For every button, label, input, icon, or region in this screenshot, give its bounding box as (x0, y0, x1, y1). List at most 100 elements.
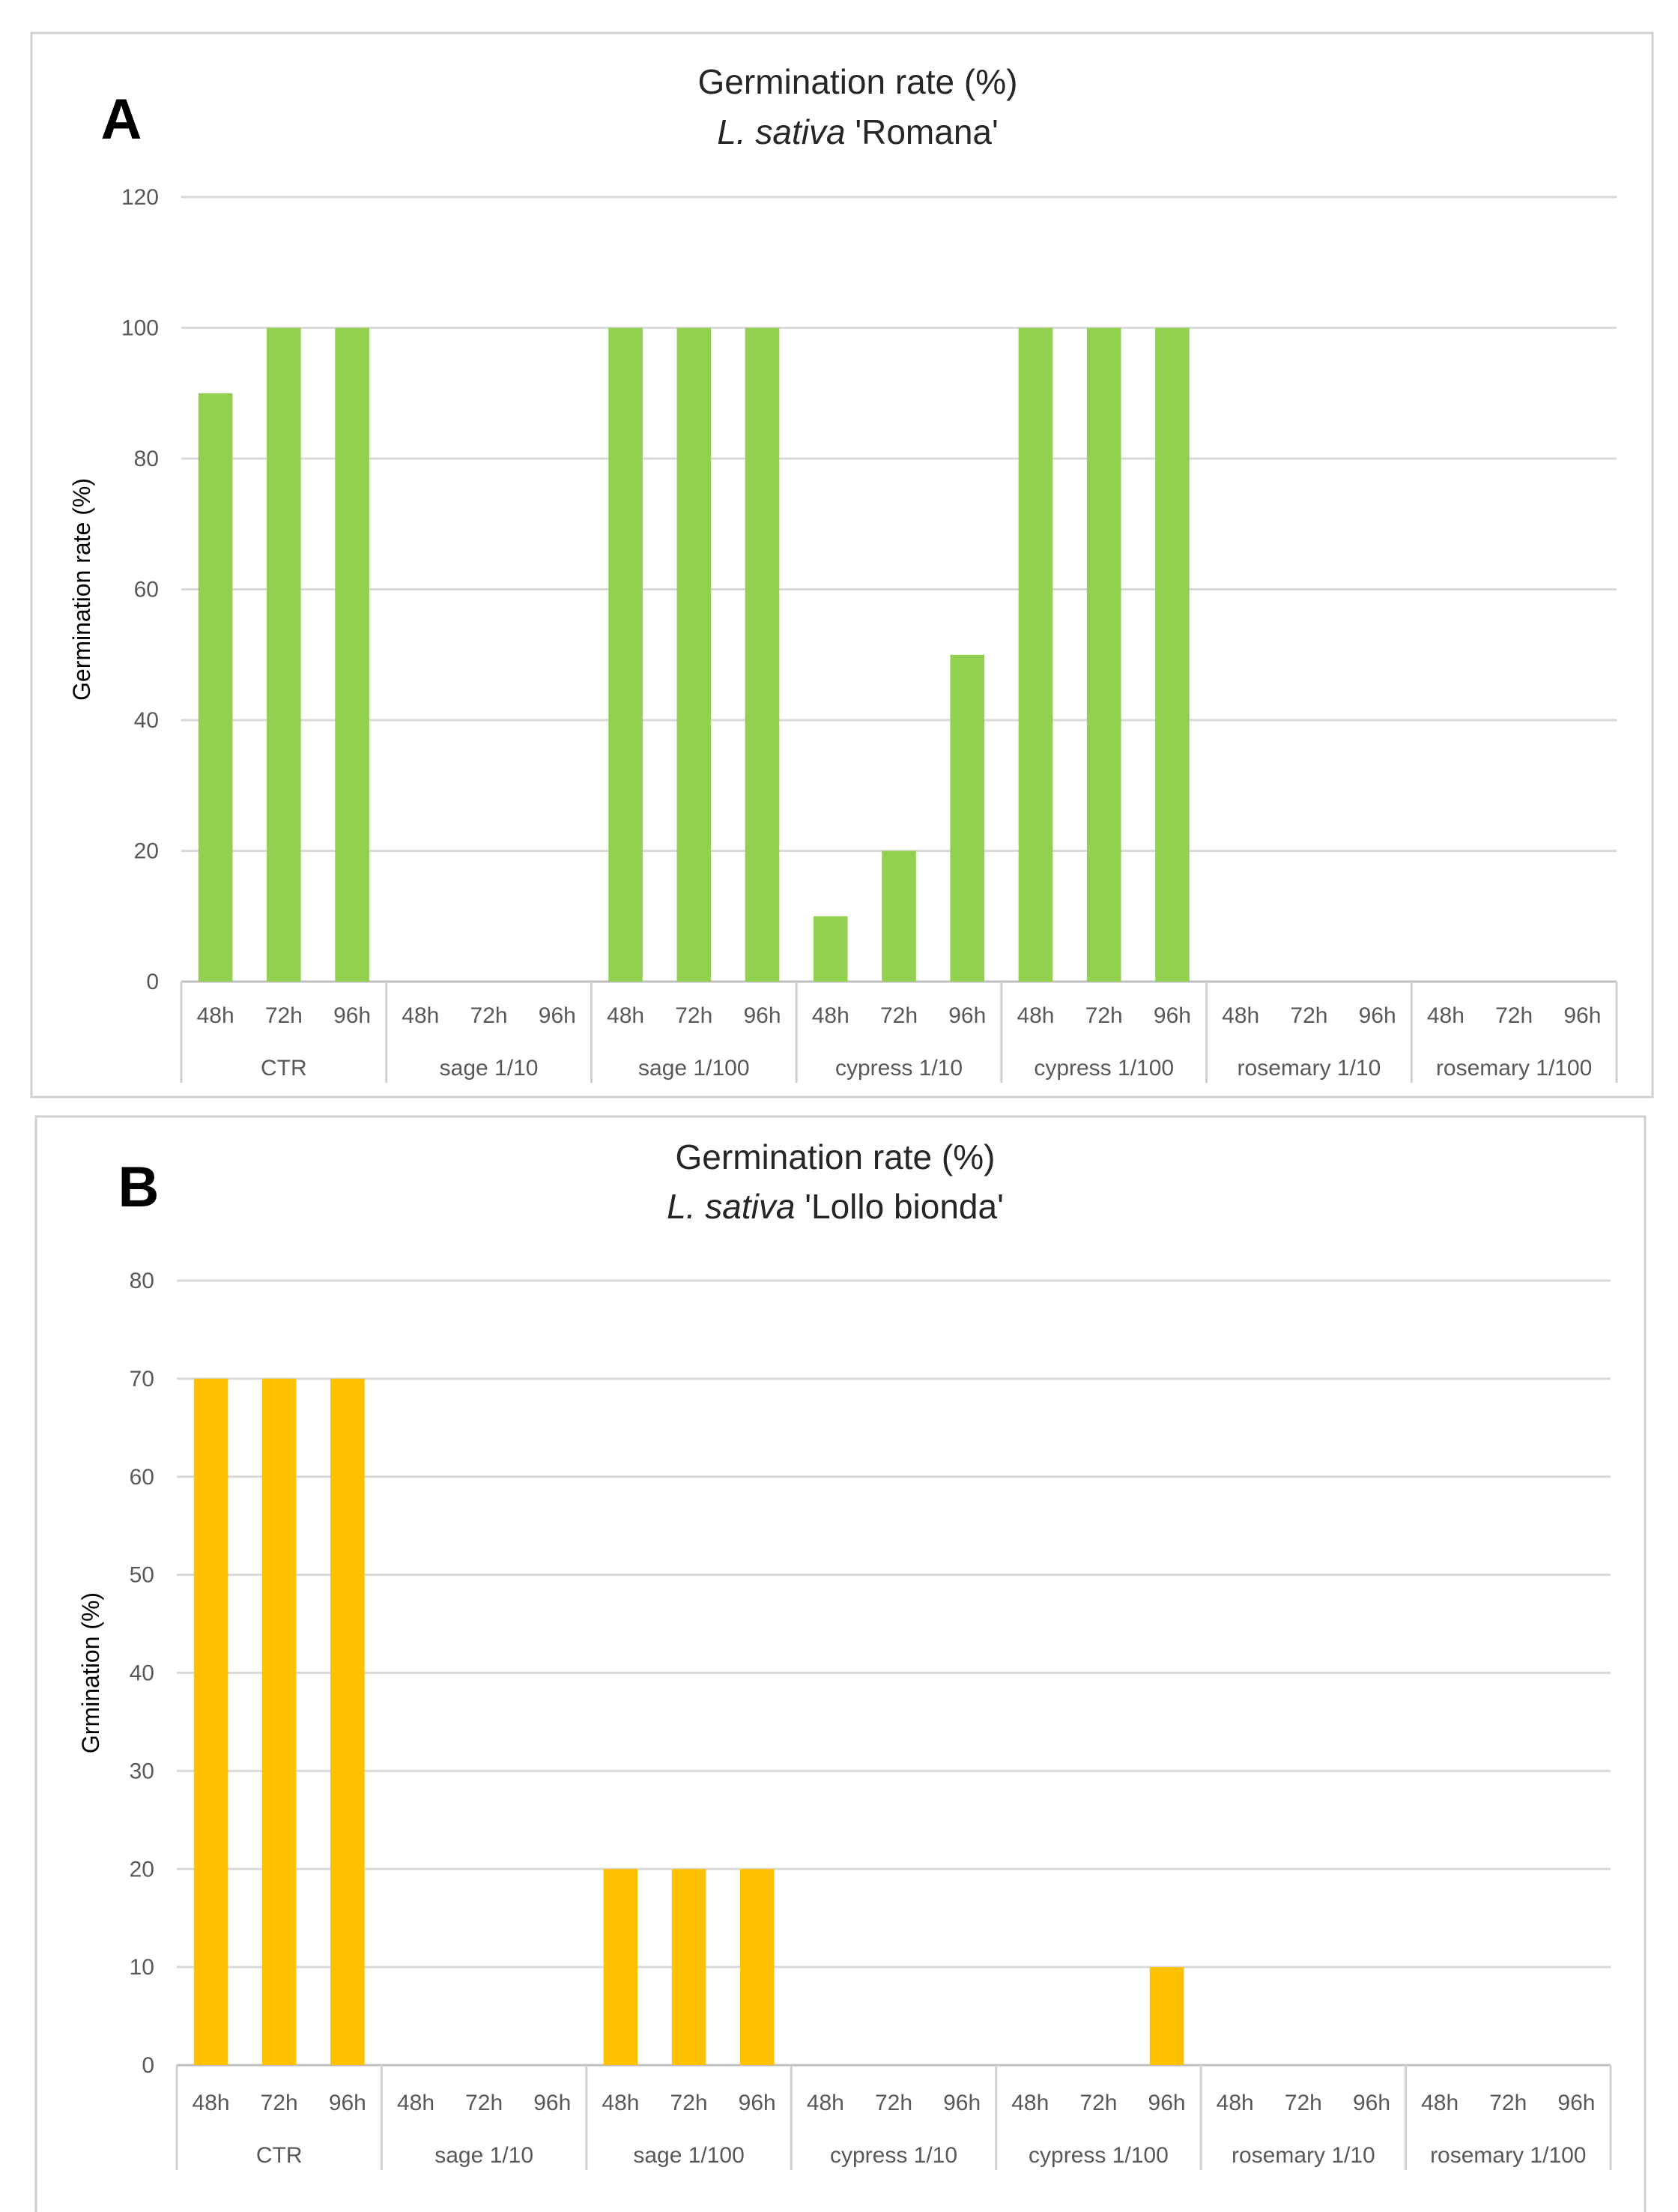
subcategory-label-b: 96h (943, 2091, 981, 2115)
subcategory-label-a: 96h (743, 1003, 781, 1028)
subcategory-label-b: 96h (329, 2091, 366, 2115)
subcategory-label-a: 96h (333, 1003, 371, 1028)
chart-panel-a: A Germination rate (%) L. sativa 'Romana' 0… (30, 31, 1654, 1099)
subcategory-label-a: 96h (1359, 1003, 1396, 1028)
subcategory-label-b: 48h (1421, 2091, 1459, 2115)
subtitle-cultivar-b: 'Lollo bionda' (795, 1187, 1003, 1226)
subtitle-cultivar-a: 'Romana' (846, 112, 999, 151)
subcategory-label-b: 72h (1285, 2091, 1322, 2115)
group-label-a: CTR (261, 1056, 307, 1081)
subcategory-label-b: 48h (193, 2091, 230, 2115)
group-label-b: cypress 1/10 (830, 2143, 957, 2168)
group-label-a: rosemary 1/100 (1436, 1056, 1592, 1081)
group-label-b: rosemary 1/100 (1430, 2143, 1586, 2168)
group-label-b: rosemary 1/10 (1232, 2143, 1375, 2168)
subcategory-label-a: 48h (1017, 1003, 1054, 1028)
subcategory-label-b: 48h (807, 2091, 844, 2115)
group-label-b: CTR (256, 2143, 303, 2168)
bar-a (1155, 327, 1190, 982)
subcategory-label-b: 72h (465, 2091, 503, 2115)
y-axis-label-a: Germination rate (%) (68, 478, 95, 701)
subcategory-label-a: 72h (470, 1003, 508, 1028)
group-label-a: sage 1/100 (638, 1056, 749, 1081)
y-tick-label-a: 0 (146, 970, 159, 994)
subtitle-species-b: L. sativa (667, 1187, 795, 1226)
subcategory-label-b: 72h (1079, 2091, 1117, 2115)
subcategory-label-b: 48h (1217, 2091, 1254, 2115)
bar-a (198, 393, 233, 982)
y-tick-label-b: 60 (130, 1465, 154, 1490)
bar-b (330, 1378, 365, 2065)
y-tick-label-a: 60 (134, 578, 159, 602)
bar-b (739, 1869, 775, 2065)
subcategory-label-b: 48h (1011, 2091, 1049, 2115)
subcategory-label-a: 72h (1290, 1003, 1327, 1028)
bar-a (1018, 327, 1053, 982)
bar-a (745, 327, 780, 982)
chart-b-svg: B Germination rate (%) L. sativa 'Lollo bi… (34, 1115, 1647, 2212)
subcategory-label-b: 72h (875, 2091, 912, 2115)
chart-panel-b: B Germination rate (%) L. sativa 'Lollo bi… (0, 1106, 1678, 2212)
subcategory-label-b: 72h (670, 2091, 708, 2115)
subcategory-label-a: 96h (1563, 1003, 1601, 1028)
y-tick-label-a: 40 (134, 708, 159, 733)
group-label-a: rosemary 1/10 (1238, 1056, 1381, 1081)
bar-a (335, 327, 369, 982)
subcategory-label-a: 72h (265, 1003, 303, 1028)
subcategory-label-a: 48h (607, 1003, 644, 1028)
subcategory-label-b: 96h (1353, 2091, 1390, 2115)
bar-a (267, 327, 301, 982)
subcategory-label-a: 96h (1154, 1003, 1191, 1028)
subcategory-label-b: 72h (261, 2091, 298, 2115)
y-tick-label-a: 120 (121, 185, 159, 210)
subcategory-label-b: 72h (1489, 2091, 1527, 2115)
group-label-b: sage 1/10 (434, 2143, 533, 2168)
subcategory-label-a: 72h (1085, 1003, 1123, 1028)
subcategory-label-b: 48h (397, 2091, 434, 2115)
y-tick-label-b: 20 (130, 1857, 154, 1882)
chart-frame-b (34, 1115, 1647, 2212)
subcategory-label-a: 72h (1495, 1003, 1533, 1028)
bar-a (882, 850, 916, 982)
panel-label-a: A (101, 88, 142, 151)
y-tick-label-b: 10 (130, 1955, 154, 1980)
subcategory-label-a: 48h (1222, 1003, 1259, 1028)
y-tick-label-b: 70 (130, 1367, 154, 1391)
group-label-a: sage 1/10 (440, 1056, 539, 1081)
bar-a (1086, 327, 1121, 982)
subcategory-label-b: 96h (739, 2091, 776, 2115)
group-label-a: cypress 1/100 (1034, 1056, 1174, 1081)
bar-a (676, 327, 712, 982)
subcategory-label-a: 48h (812, 1003, 849, 1028)
y-tick-label-b: 0 (142, 2053, 154, 2078)
subcategory-label-a: 96h (539, 1003, 576, 1028)
y-tick-label-a: 20 (134, 839, 159, 864)
subcategory-label-a: 48h (197, 1003, 234, 1028)
subcategory-label-b: 96h (1557, 2091, 1595, 2115)
subcategory-label-a: 72h (880, 1003, 918, 1028)
y-tick-label-a: 80 (134, 447, 159, 471)
bar-b (671, 1869, 706, 2065)
subcategory-label-b: 48h (602, 2091, 639, 2115)
group-label-b: cypress 1/100 (1029, 2143, 1169, 2168)
subcategory-label-b: 96h (533, 2091, 571, 2115)
chart-subtitle-b: L. sativa 'Lollo bionda' (667, 1187, 1004, 1226)
y-tick-label-b: 40 (130, 1661, 154, 1686)
bar-b (603, 1869, 638, 2065)
y-tick-label-b: 80 (130, 1269, 154, 1293)
chart-subtitle-a: L. sativa 'Romana' (717, 112, 999, 151)
chart-title-b: Germination rate (%) (676, 1137, 996, 1176)
subcategory-label-a: 48h (402, 1003, 439, 1028)
bar-a (608, 327, 643, 982)
group-label-b: sage 1/100 (633, 2143, 744, 2168)
y-axis-label-b: Grmination (%) (77, 1592, 104, 1753)
bar-b (261, 1378, 297, 2065)
subcategory-label-a: 48h (1427, 1003, 1465, 1028)
subtitle-species-a: L. sativa (717, 112, 845, 151)
chart-a-svg: A Germination rate (%) L. sativa 'Romana' 0… (30, 31, 1654, 1099)
y-tick-label-b: 30 (130, 1759, 154, 1783)
bar-a (813, 916, 848, 982)
bar-b (193, 1378, 228, 2065)
subcategory-label-a: 96h (948, 1003, 986, 1028)
subcategory-label-b: 96h (1148, 2091, 1186, 2115)
